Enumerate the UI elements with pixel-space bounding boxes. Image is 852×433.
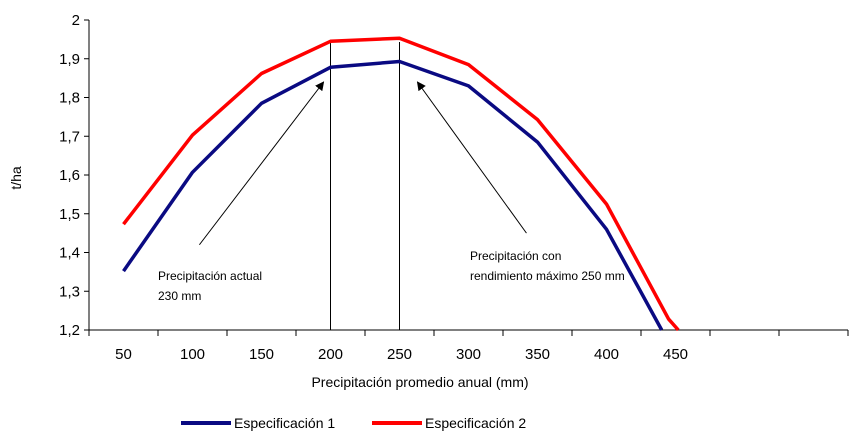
x-tick-label: 50	[115, 346, 132, 363]
y-tick-label: 1,3	[59, 283, 80, 300]
y-tick-label: 1,2	[59, 322, 80, 339]
x-tick-label: 450	[663, 346, 688, 363]
legend-label-1: Especificación 1	[234, 415, 335, 431]
y-tick-label: 1,8	[59, 90, 80, 107]
x-tick-label: 400	[594, 346, 619, 363]
x-tick-label: 100	[180, 346, 205, 363]
y-axis-title: t/ha	[8, 166, 24, 190]
annotation-text: rendimiento máximo 250 mm	[470, 269, 625, 283]
annotation-text: Precipitación actual	[158, 269, 262, 283]
x-tick-label: 200	[318, 346, 343, 363]
annotation-text: 230 mm	[158, 289, 201, 303]
x-tick-label: 300	[456, 346, 481, 363]
y-tick-label: 1,4	[59, 245, 80, 262]
y-tick-label: 1,6	[59, 167, 80, 184]
y-tick-label: 1,5	[59, 206, 80, 223]
x-axis-title: Precipitación promedio anual (mm)	[311, 374, 528, 390]
annotation-arrow	[199, 81, 325, 246]
series-line-1	[122, 59, 664, 331]
annotation-text: Precipitación con	[470, 249, 561, 263]
x-tick-label: 150	[249, 346, 274, 363]
x-tick-label: 250	[387, 346, 412, 363]
legend-label-2: Especificación 2	[425, 415, 526, 431]
annotation-arrow	[416, 81, 527, 234]
y-tick-label: 1,7	[59, 128, 80, 145]
series-line-2	[122, 36, 680, 332]
legend: Especificación 1 Especificación 2	[181, 415, 526, 431]
y-tick-label: 2	[72, 12, 80, 29]
x-tick-label: 350	[525, 346, 550, 363]
y-tick-label: 1,9	[59, 51, 80, 68]
